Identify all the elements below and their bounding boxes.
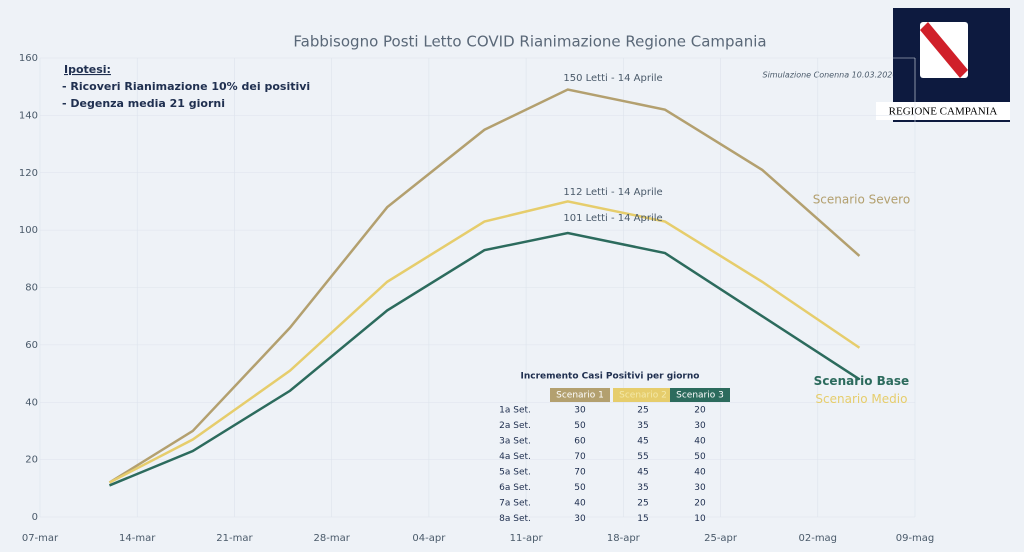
y-tick-label: 40 [25, 397, 38, 408]
table-cell: 60 [574, 437, 586, 447]
y-tick-label: 80 [25, 283, 38, 294]
table-cell: 45 [637, 468, 648, 478]
y-tick-label: 160 [19, 53, 38, 64]
table-cell: 6a Set. [499, 483, 531, 493]
x-tick-label: 11-apr [510, 533, 544, 544]
series-label: Scenario Base [814, 374, 910, 388]
table-cell: 30 [694, 421, 706, 431]
table-header: Scenario 3 [676, 391, 724, 401]
table-cell: 25 [637, 406, 648, 416]
annotation: 112 Letti - 14 Aprile [563, 187, 662, 198]
table-cell: 7a Set. [499, 499, 531, 509]
table-cell: 1a Set. [499, 406, 531, 416]
table-cell: 40 [574, 499, 586, 509]
logo-label: REGIONE CAMPANIA [889, 106, 998, 118]
series-line [108, 200, 861, 484]
series-line [108, 231, 861, 487]
subtitle: Simulazione Conenna 10.03.2020 [762, 71, 897, 80]
table-cell: 70 [574, 468, 586, 478]
hypothesis: Ipotesi: [64, 63, 111, 76]
x-tick-label: 18-apr [607, 533, 641, 544]
table-cell: 30 [694, 483, 706, 493]
table-cell: 35 [637, 421, 648, 431]
x-tick-label: 09-mag [896, 533, 935, 544]
table-cell: 15 [637, 514, 648, 524]
series-label: Scenario Severo [813, 192, 910, 206]
table-cell: 70 [574, 452, 586, 462]
table-header-cell [670, 388, 730, 402]
logo-band [920, 22, 968, 78]
x-tick-label: 14-mar [119, 533, 156, 544]
table-header-cell [550, 388, 610, 402]
table-cell: 40 [694, 437, 706, 447]
table-cell: 20 [694, 406, 706, 416]
table-header: Scenario 2 [619, 391, 667, 401]
x-tick-label: 25-apr [704, 533, 738, 544]
annotation: 150 Letti - 14 Aprile [563, 73, 662, 84]
series-label: Scenario Medio [815, 392, 907, 406]
table-cell: 8a Set. [499, 514, 531, 524]
table-header: Scenario 1 [556, 391, 604, 401]
table-cell: 35 [637, 483, 648, 493]
table-cell: 10 [694, 514, 706, 524]
table-cell: 45 [637, 437, 648, 447]
y-tick-label: 60 [25, 340, 38, 351]
table-cell: 50 [574, 483, 586, 493]
table-cell: 4a Set. [499, 452, 531, 462]
y-tick-label: 0 [32, 512, 38, 523]
x-tick-label: 07-mar [22, 533, 59, 544]
table-title: Incremento Casi Positivi per giorno [521, 372, 700, 382]
table-cell: 2a Set. [499, 421, 531, 431]
table-cell: 5a Set. [499, 468, 531, 478]
y-tick-label: 20 [25, 455, 38, 466]
x-tick-label: 21-mar [216, 533, 253, 544]
table-header-cell [613, 388, 673, 402]
table-cell: 20 [694, 499, 706, 509]
logo: REGIONE CAMPANIA [876, 8, 1010, 122]
table-cell: 40 [694, 468, 706, 478]
table-cell: 3a Set. [499, 437, 531, 447]
y-tick-label: 120 [19, 168, 38, 179]
x-tick-label: 04-apr [412, 533, 446, 544]
chart-title: Fabbisogno Posti Letto COVID Rianimazion… [293, 33, 766, 51]
table-cell: 25 [637, 499, 648, 509]
table-cell: 50 [574, 421, 586, 431]
y-tick-label: 100 [19, 225, 38, 236]
table-cell: 50 [694, 452, 706, 462]
x-tick-label: 28-mar [314, 533, 351, 544]
x-tick-label: 02-mag [798, 533, 837, 544]
y-tick-label: 140 [19, 110, 38, 121]
table-cell: 30 [574, 406, 586, 416]
series-line [108, 88, 861, 484]
annotation: 101 Letti - 14 Aprile [563, 213, 662, 224]
hypothesis: - Ricoveri Rianimazione 10% dei positivi [62, 80, 310, 93]
hypothesis: - Degenza media 21 giorni [62, 97, 225, 110]
table-cell: 30 [574, 514, 586, 524]
table-cell: 55 [637, 452, 648, 462]
